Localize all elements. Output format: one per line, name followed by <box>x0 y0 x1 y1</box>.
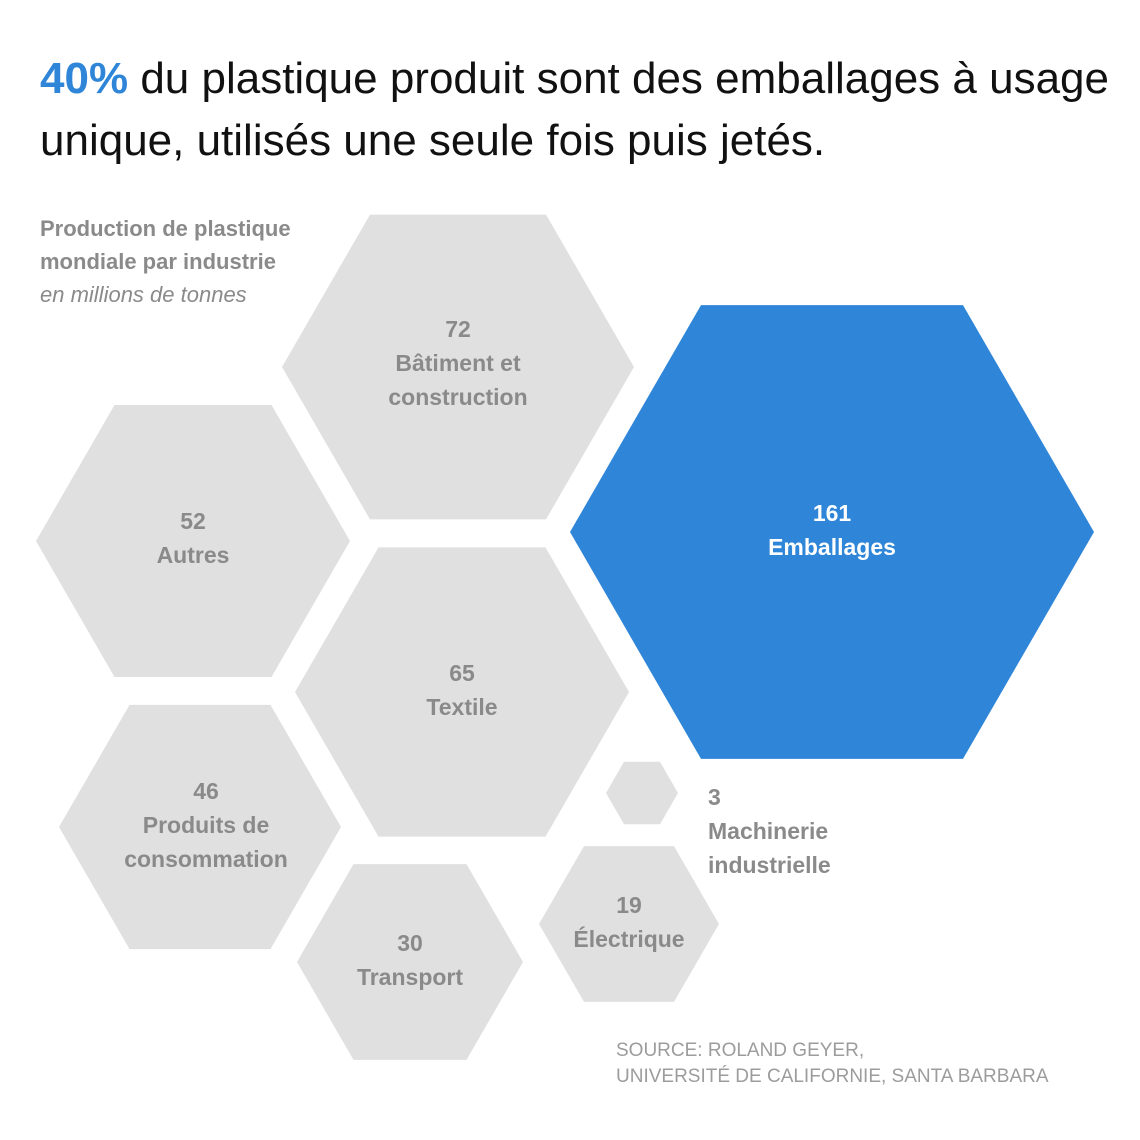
subtitle-line-2: mondiale par industrie <box>40 249 276 274</box>
chart-subtitle: Production de plastique mondiale par ind… <box>40 212 360 311</box>
headline: 40% du plastique produit sont des emball… <box>40 48 1120 172</box>
hexagon-textile <box>295 547 629 837</box>
hexagon-category-label: construction <box>388 384 527 410</box>
hexagon-machinerie-industrielle <box>606 761 678 825</box>
hexagon-value-label: 161 <box>813 500 852 526</box>
headline-text: du plastique produit sont des emballages… <box>40 54 1109 165</box>
hexagon-category-label: industrielle <box>708 852 831 878</box>
subtitle-line-1: Production de plastique <box>40 216 291 241</box>
hexagon-category-label: Produits de <box>143 812 270 838</box>
subtitle-unit: en millions de tonnes <box>40 282 247 307</box>
hexagon-category-label: Emballages <box>768 534 896 560</box>
source-line-1: SOURCE: ROLAND GEYER, <box>616 1040 865 1061</box>
hexagon-value-label: 30 <box>397 930 423 956</box>
hexagon-category-label: consommation <box>124 846 288 872</box>
hexagon-électrique <box>539 846 719 1002</box>
hexagon-value-label: 72 <box>445 316 471 342</box>
hexagon-category-label: Bâtiment et <box>395 350 521 376</box>
hexagon-value-label: 65 <box>449 660 475 686</box>
hexagon-value-label: 19 <box>616 892 642 918</box>
hexagon-emballages <box>570 305 1094 759</box>
headline-accent: 40% <box>40 54 129 103</box>
hexagon-autres <box>36 405 350 677</box>
hexagon-category-label: Machinerie <box>708 818 828 844</box>
hexagon-category-label: Transport <box>357 964 463 990</box>
hexagon-value-label: 52 <box>180 508 206 534</box>
source-line-2: UNIVERSITÉ DE CALIFORNIE, SANTA BARBARA <box>616 1066 1049 1087</box>
hexagon-value-label: 3 <box>708 784 721 810</box>
hexagon-category-label: Électrique <box>573 925 684 952</box>
hexagon-transport <box>297 864 523 1060</box>
hexagon-bâtiment-et-construction <box>282 214 634 520</box>
hexagon-value-label: 46 <box>193 778 219 804</box>
hexagon-category-label: Autres <box>157 542 230 568</box>
source-note: SOURCE: ROLAND GEYER, UNIVERSITÉ DE CALI… <box>616 1038 1116 1090</box>
hexagon-category-label: Textile <box>426 694 497 720</box>
hexagon-produits-de-consommation <box>59 704 341 950</box>
